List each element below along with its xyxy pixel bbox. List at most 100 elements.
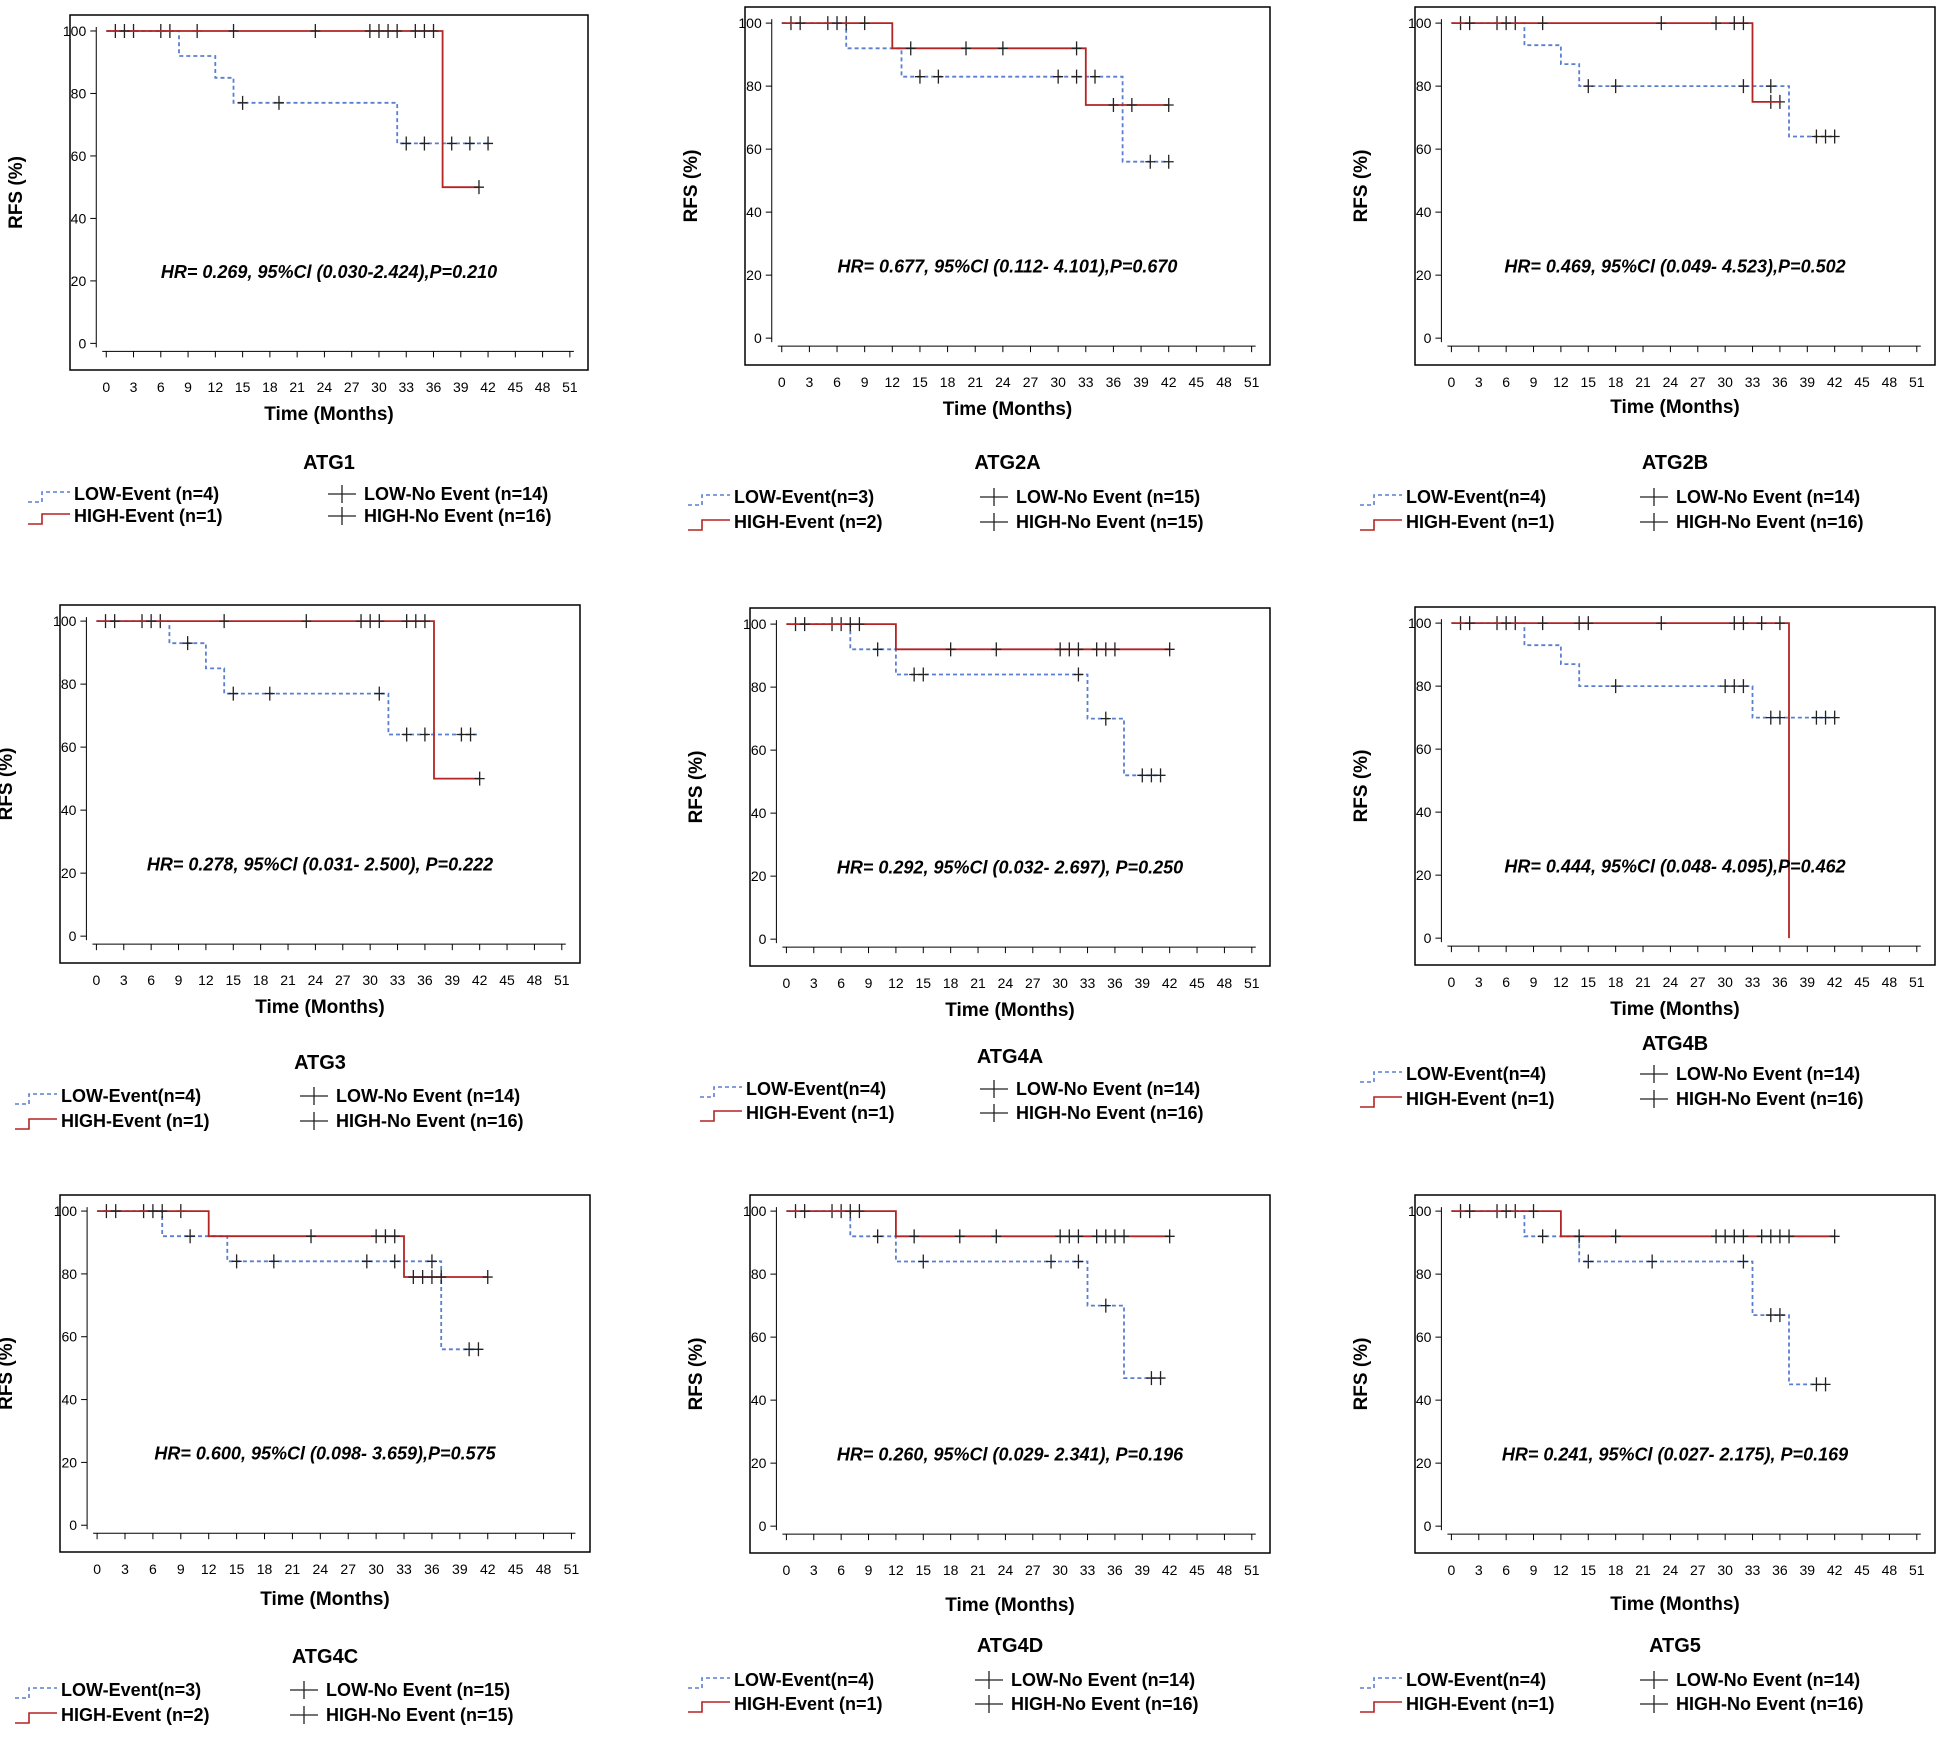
y-tick-label: 60 — [1416, 141, 1432, 157]
censor-mark — [1656, 16, 1667, 31]
x-tick-label: 36 — [424, 1561, 440, 1577]
legend-high-no-event: HIGH-No Event (n=15) — [326, 1705, 514, 1725]
x-tick-label: 27 — [340, 1561, 356, 1577]
x-tick-label: 48 — [527, 972, 543, 988]
legend-low-event-symbol — [1360, 1677, 1402, 1689]
panel-title: ATG4C — [292, 1646, 358, 1668]
x-tick-label: 9 — [1530, 1562, 1538, 1578]
x-tick-label: 48 — [536, 1561, 552, 1577]
legend-high-event-symbol — [688, 1701, 730, 1713]
censor-mark — [110, 1204, 121, 1219]
legend-high-event: HIGH-Event (n=1) — [1406, 512, 1555, 532]
legend-high-event-symbol — [688, 519, 730, 531]
censor-mark — [1109, 1229, 1120, 1244]
legend-low-event-symbol — [15, 1687, 57, 1699]
censor-mark — [1656, 616, 1667, 631]
y-tick-label: 80 — [61, 676, 77, 692]
legend-high-event-symbol — [700, 1110, 742, 1122]
x-tick-label: 45 — [1189, 374, 1205, 390]
censor-mark — [909, 1229, 920, 1244]
y-tick-label: 40 — [751, 1392, 767, 1408]
legend-high-event-symbol — [15, 1118, 57, 1130]
y-tick-label: 100 — [1408, 1203, 1432, 1219]
censor-mark — [228, 686, 239, 701]
legend-low-event-symbol — [1360, 1071, 1402, 1083]
y-tick-label: 0 — [759, 931, 767, 947]
x-tick-label: 0 — [93, 1561, 101, 1577]
y-tick-label: 80 — [1416, 1266, 1432, 1282]
y-tick-label: 80 — [1416, 678, 1432, 694]
plot-frame — [1414, 1194, 1936, 1554]
censor-mark — [1073, 1229, 1084, 1244]
x-tick-label: 9 — [175, 972, 183, 988]
y-tick-label: 40 — [61, 802, 77, 818]
legend-high-event: HIGH-Event (n=1) — [746, 1103, 895, 1123]
x-tick-label: 12 — [208, 379, 224, 395]
plot-frame — [1414, 6, 1936, 366]
x-tick-label: 6 — [837, 1562, 845, 1578]
x-tick-label: 45 — [1189, 975, 1205, 991]
x-tick-label: 39 — [453, 379, 469, 395]
legend-low-event: LOW-Event(n=4) — [746, 1079, 886, 1099]
y-tick-label: 40 — [62, 1392, 78, 1408]
censor-mark — [464, 1342, 475, 1357]
x-tick-label: 3 — [1475, 1562, 1483, 1578]
x-tick-label: 0 — [1448, 1562, 1456, 1578]
censor-mark — [268, 1254, 279, 1269]
censor-mark — [1146, 768, 1157, 783]
x-tick-label: 12 — [1553, 974, 1569, 990]
legend-low-no-event: LOW-No Event (n=15) — [326, 1680, 510, 1700]
legend-low-no-event: LOW-No Event (n=14) — [1676, 487, 1860, 507]
censor-mark — [1071, 69, 1082, 84]
censor-mark — [954, 1229, 965, 1244]
censor-mark — [1583, 79, 1594, 94]
panel-title: ATG3 — [294, 1052, 346, 1074]
x-tick-label: 3 — [805, 374, 813, 390]
legend-low-no-event: LOW-No Event (n=14) — [364, 484, 548, 504]
censor-mark — [446, 136, 457, 151]
x-tick-label: 42 — [480, 379, 496, 395]
censor-mark — [945, 642, 956, 657]
x-tick-label: 30 — [1717, 1562, 1733, 1578]
plot-frame — [59, 604, 581, 964]
x-tick-label: 36 — [1772, 974, 1788, 990]
y-tick-label: 0 — [1424, 1518, 1432, 1534]
legend-low-event: LOW-Event (n=4) — [74, 484, 219, 504]
censor-mark — [1729, 1229, 1740, 1244]
x-axis-title: Time (Months) — [260, 1589, 389, 1610]
censor-mark — [419, 727, 430, 742]
censor-mark — [474, 771, 485, 786]
censor-mark — [473, 1342, 484, 1357]
y-tick-label: 60 — [1416, 741, 1432, 757]
censor-mark — [1100, 1229, 1111, 1244]
x-tick-label: 0 — [102, 379, 110, 395]
censor-mark — [1164, 642, 1175, 657]
y-axis-title: RFS (%) — [686, 751, 707, 824]
legend-low-no-event: LOW-No Event (n=15) — [1016, 487, 1200, 507]
x-tick-label: 27 — [1690, 374, 1706, 390]
censor-mark — [273, 95, 284, 110]
x-tick-label: 3 — [1475, 374, 1483, 390]
censor-mark — [1738, 1254, 1749, 1269]
x-tick-label: 24 — [1663, 374, 1679, 390]
censor-mark — [1055, 642, 1066, 657]
legend-censor-symbol — [290, 1706, 318, 1724]
legend-high-no-event: HIGH-No Event (n=15) — [1016, 512, 1204, 532]
hr-annotation: HR= 0.292, 95%Cl (0.032- 2.697), P=0.250 — [837, 857, 1183, 877]
censor-mark — [845, 617, 856, 632]
y-tick-label: 80 — [751, 679, 767, 695]
x-tick-label: 42 — [1827, 974, 1843, 990]
censor-mark — [473, 180, 484, 195]
censor-mark — [961, 41, 972, 56]
hr-annotation: HR= 0.469, 95%Cl (0.049- 4.523),P=0.502 — [1504, 256, 1845, 276]
censor-mark — [1829, 710, 1840, 725]
x-tick-label: 9 — [177, 1561, 185, 1577]
y-tick-label: 20 — [746, 267, 762, 283]
x-tick-label: 0 — [783, 1562, 791, 1578]
censor-mark — [1811, 1377, 1822, 1392]
